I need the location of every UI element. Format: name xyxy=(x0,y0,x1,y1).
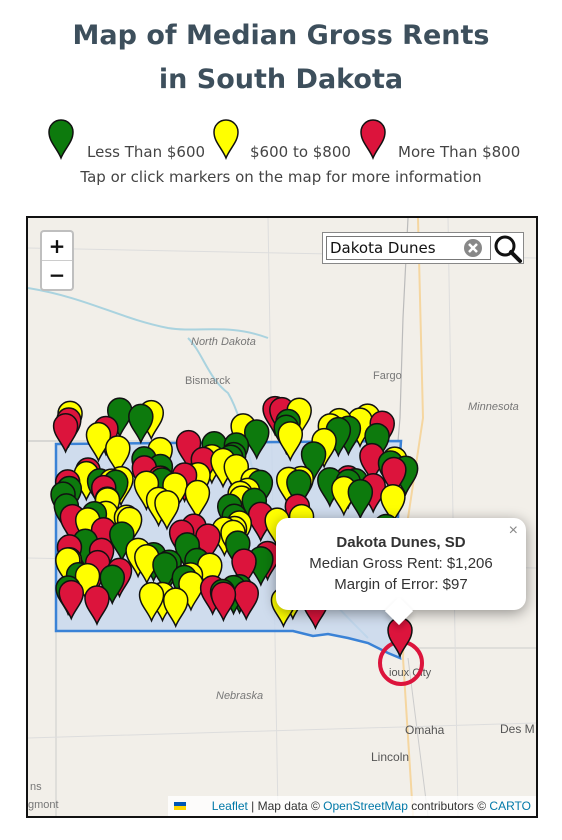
flag xyxy=(174,806,186,810)
title: Map of Median Gross Rents in South Dakot… xyxy=(72,20,490,95)
river xyxy=(28,287,269,339)
popup-rent: Median Gross Rent: $1,206 xyxy=(309,555,493,572)
map-canvas: North Dakota Bismarck Fargo Minnesota Ne… xyxy=(28,218,536,816)
map-label: Omaha xyxy=(405,723,445,737)
search-input[interactable]: Dakota Dunes xyxy=(326,236,491,260)
legend-pin xyxy=(48,119,74,160)
legend-marker xyxy=(360,119,386,160)
search-button[interactable] xyxy=(493,234,523,264)
popup-error: Margin of Error: $97 xyxy=(334,576,468,593)
legend-pin xyxy=(213,119,239,160)
zoom-control: + − xyxy=(40,230,74,291)
zoom-out[interactable]: − xyxy=(42,260,72,289)
legend-label: More Than $800 xyxy=(398,143,521,161)
link[interactable]: OpenStreetMap xyxy=(323,799,408,813)
map-label: ns xyxy=(30,781,42,793)
map-marker[interactable] xyxy=(184,479,211,521)
link[interactable]: CARTO xyxy=(489,799,531,813)
map-label: North Dakota xyxy=(191,336,256,348)
legend-marker xyxy=(48,119,74,160)
map-marker[interactable] xyxy=(300,441,327,482)
map-marker[interactable] xyxy=(210,581,237,623)
zoom-in[interactable]: + xyxy=(48,234,66,258)
map-marker[interactable] xyxy=(380,484,406,525)
link[interactable]: Leaflet xyxy=(212,799,249,813)
map-marker[interactable] xyxy=(231,548,257,590)
popup-close[interactable]: × xyxy=(508,522,518,539)
map-marker[interactable] xyxy=(277,421,304,462)
instructions: Tap or click markers on the map for more… xyxy=(80,168,482,186)
map-marker[interactable] xyxy=(162,587,189,629)
legend-pin-group xyxy=(360,119,386,160)
search-box: Dakota Dunes xyxy=(322,232,524,264)
map-label: Des M xyxy=(500,722,535,736)
popup-title: Dakota Dunes, SD xyxy=(336,534,466,551)
legend-pin-group xyxy=(48,119,74,160)
map-marker[interactable] xyxy=(233,580,259,622)
attribution-text: contributors © xyxy=(408,799,490,813)
legend-marker xyxy=(213,119,239,160)
map-label: Lincoln xyxy=(371,750,409,764)
legend-pin xyxy=(360,119,386,160)
map-marker[interactable] xyxy=(84,585,110,627)
attribution: Leaflet | Map data © OpenStreetMap contr… xyxy=(212,799,531,813)
legend-pin-group xyxy=(213,119,239,160)
map-marker[interactable] xyxy=(105,435,131,476)
border xyxy=(397,218,409,442)
attribution-bg xyxy=(168,796,536,816)
map-marker[interactable] xyxy=(138,581,165,623)
map-marker[interactable] xyxy=(347,479,374,520)
map-marker[interactable] xyxy=(286,469,312,511)
legend-label: Less Than $600 xyxy=(87,143,206,161)
map-marker[interactable] xyxy=(58,579,85,621)
map-label: Minnesota xyxy=(468,401,519,413)
map-marker[interactable] xyxy=(381,456,407,498)
map-label: ioux City xyxy=(389,667,432,679)
clear-button[interactable] xyxy=(464,239,482,257)
border xyxy=(55,631,429,816)
legend-label: $600 to $800 xyxy=(250,143,351,161)
map-label: Bismarck xyxy=(185,375,231,387)
popup: × Dakota Dunes, SD Median Gross Rent: $1… xyxy=(276,518,526,626)
map[interactable]: North Dakota Bismarck Fargo Minnesota Ne… xyxy=(26,216,538,818)
map-marker[interactable] xyxy=(52,413,79,454)
map-marker[interactable] xyxy=(128,403,154,445)
flag xyxy=(174,802,186,806)
map-label: gmont xyxy=(28,799,59,811)
map-label: Fargo xyxy=(373,370,402,382)
map-marker[interactable] xyxy=(154,490,180,531)
attribution-text: | Map data © xyxy=(248,799,323,813)
map-label: Nebraska xyxy=(216,690,263,702)
